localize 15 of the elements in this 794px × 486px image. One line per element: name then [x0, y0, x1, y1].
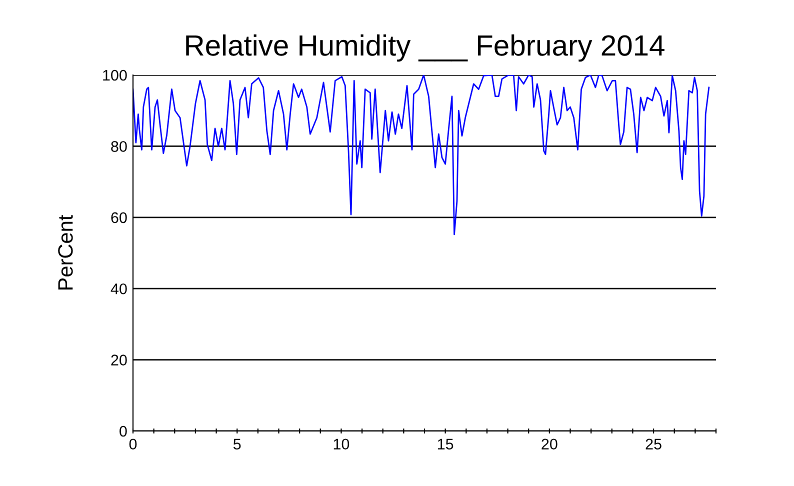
y-tick-label: 40	[110, 283, 127, 294]
y-tick-label: 0	[120, 426, 127, 437]
y-tick-label: 20	[111, 354, 127, 366]
y-tick-label: 100	[103, 70, 127, 81]
x-tick-label: 25	[646, 438, 662, 450]
x-tick-label: 20	[542, 438, 558, 450]
x-tick-label: 5	[233, 438, 241, 450]
x-tick-label: 10	[334, 438, 350, 450]
chart-title: Relative Humidity ___ February 2014	[186, 34, 664, 62]
line-series	[133, 75, 710, 236]
y-tick-label: 60	[111, 212, 127, 224]
x-tick-label: 15	[438, 438, 454, 450]
y-tick-label: 80	[111, 141, 127, 152]
x-tick-label: 0	[129, 438, 137, 450]
y-axis-title: PerCent	[58, 214, 73, 290]
